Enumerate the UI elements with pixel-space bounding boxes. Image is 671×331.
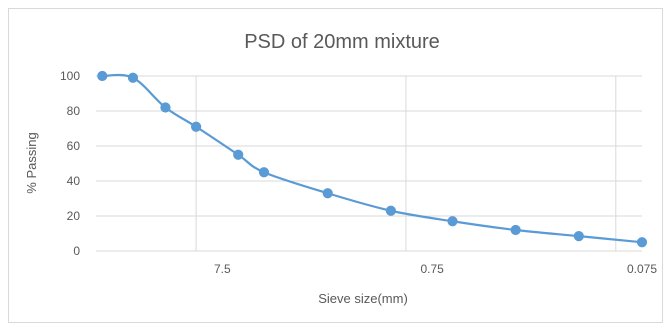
data-point [573,231,584,242]
y-tick-label: 0 [73,244,80,258]
data-point [322,188,333,199]
x-axis-label: Sieve size(mm) [318,291,408,306]
y-tick-label: 20 [67,209,81,223]
data-point [636,237,648,248]
data-point [233,149,244,160]
y-axis-label: % Passing [24,132,39,193]
data-point [160,102,171,113]
data-point [385,205,396,216]
y-tick-label: 80 [67,104,81,118]
y-tick-labels: 0 20 40 60 80 100 [60,69,80,258]
y-tick-label: 100 [60,69,80,83]
data-point [97,70,108,82]
data-point [510,224,521,236]
data-point [191,121,202,132]
x-tick-labels: 7.5 0.75 0.075 [214,262,657,276]
data-point [447,216,458,227]
y-tick-label: 60 [67,139,81,153]
chart-frame [8,8,663,323]
y-tick-label: 40 [67,174,81,188]
x-tick-label: 0.75 [420,262,444,276]
gridlines [96,75,642,252]
series-line [102,73,643,244]
x-tick-label: 0.075 [627,262,657,276]
data-point [127,72,139,83]
series-passing [97,70,648,248]
chart-title: PSD of 20mm mixture [244,31,440,53]
x-tick-label: 7.5 [214,262,231,276]
data-point [258,167,270,178]
